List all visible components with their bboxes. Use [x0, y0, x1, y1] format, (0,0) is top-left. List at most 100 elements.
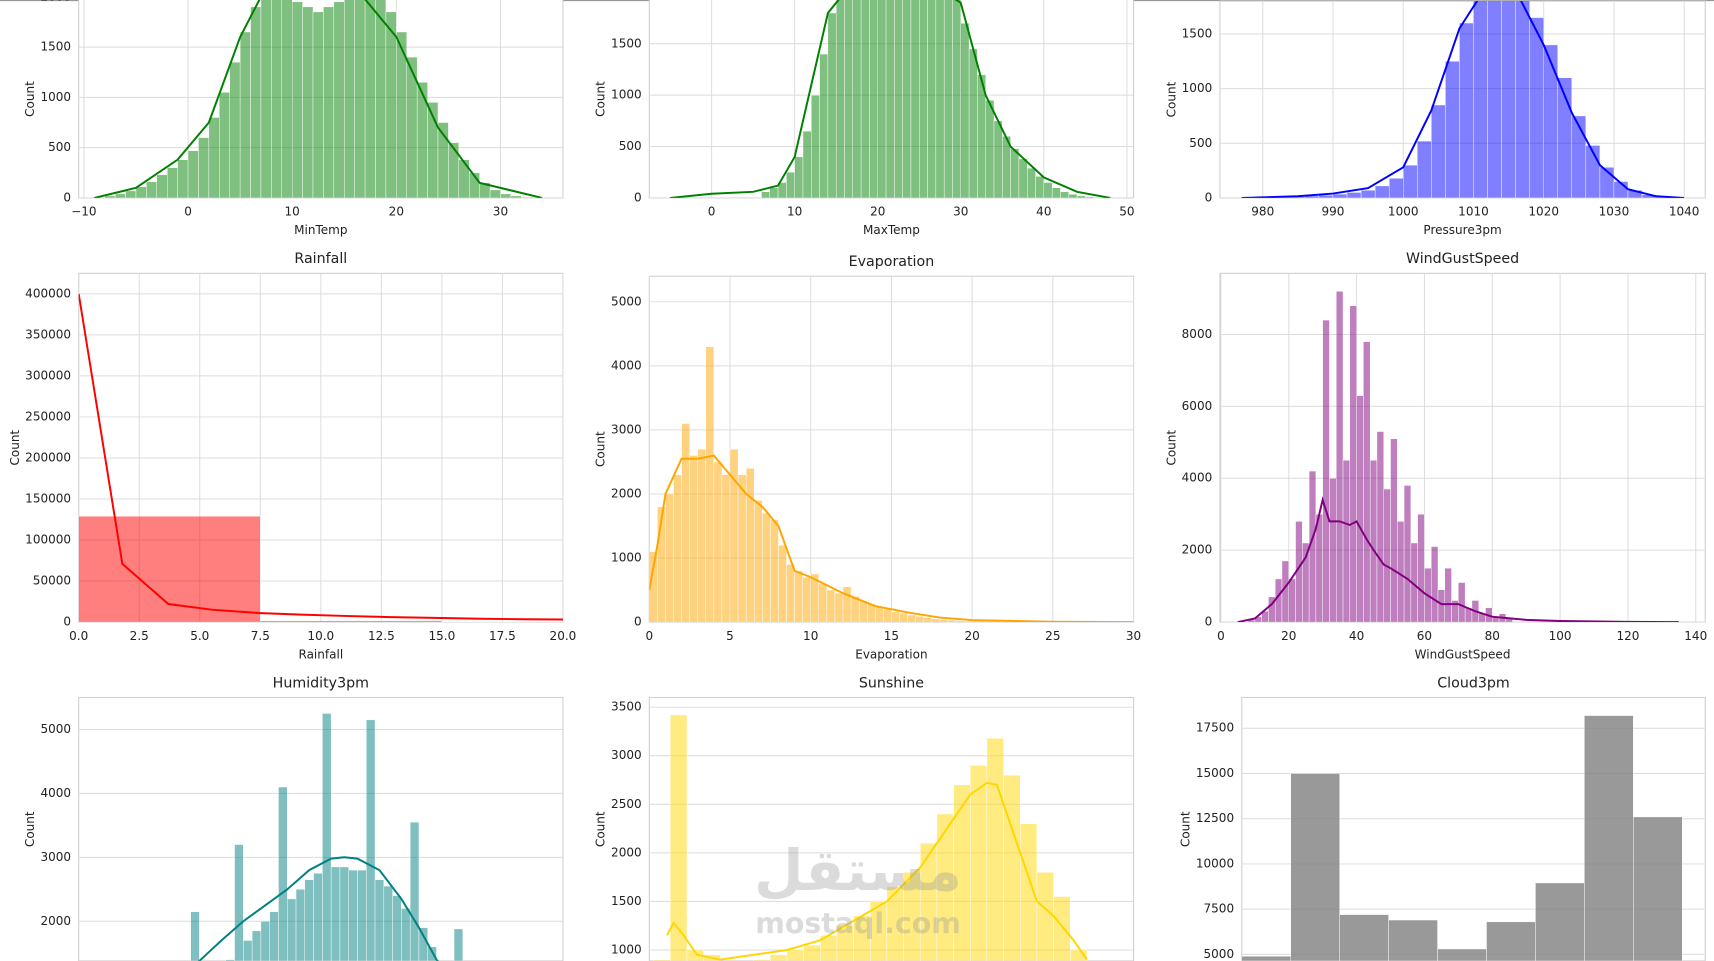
x-tick-label: 20.0	[550, 629, 577, 643]
bar	[1342, 460, 1351, 623]
bar	[1388, 919, 1438, 961]
bar	[681, 423, 690, 623]
subplot: 1000 1500 2000 2500 3000 3500 Sunshine Count	[594, 675, 1135, 961]
kde-line	[197, 856, 439, 961]
bar	[1403, 485, 1412, 623]
bar	[1346, 192, 1362, 198]
subplot-title: Cloud3pm	[1437, 675, 1509, 691]
y-tick-label: 1500	[611, 36, 642, 50]
bar	[1543, 44, 1558, 198]
y-tick-label: 2000	[40, 0, 71, 3]
bar	[409, 821, 420, 961]
x-tick-label: 990	[1322, 205, 1345, 219]
bar	[1360, 190, 1376, 198]
bar	[418, 927, 428, 961]
bar	[858, 600, 868, 623]
bar	[135, 186, 147, 198]
bar	[322, 713, 332, 961]
kde-line	[649, 454, 1134, 623]
bar	[1390, 438, 1398, 623]
bar	[239, 31, 251, 198]
bar	[1356, 395, 1364, 623]
bar	[260, 0, 272, 198]
bar	[939, 619, 949, 623]
y-tick-label: 8000	[1182, 327, 1213, 341]
x-axis-label: MinTemp	[294, 223, 347, 237]
bar	[1430, 546, 1439, 623]
subplot-title: Sunshine	[859, 675, 924, 691]
bar	[1018, 158, 1028, 198]
bar	[278, 786, 288, 961]
y-axis-label: Count	[1164, 430, 1178, 466]
x-tick-label: 12.5	[368, 629, 395, 643]
y-tick-label: 7500	[1204, 902, 1235, 916]
bar	[931, 618, 941, 623]
bar	[260, 620, 443, 623]
y-tick-label: 0	[634, 615, 642, 629]
bar	[910, 0, 920, 198]
y-tick-label: 15000	[1196, 766, 1234, 780]
bar	[208, 117, 220, 198]
bar	[453, 928, 464, 961]
bar	[1383, 488, 1391, 623]
x-tick-label: 0	[645, 629, 653, 643]
bar	[366, 719, 376, 961]
bar	[834, 593, 844, 623]
bar	[190, 911, 200, 961]
y-tick-label: 5000	[611, 294, 642, 308]
bar	[1473, 1, 1488, 198]
bar	[943, 0, 953, 198]
y-tick-label: 0	[63, 615, 71, 629]
plot-content	[1241, 715, 1683, 961]
bar	[260, 921, 270, 961]
y-tick-label: 12500	[1196, 811, 1234, 825]
y-tick-label: 1000	[611, 551, 642, 565]
bar	[219, 92, 230, 198]
bar	[1459, 22, 1474, 198]
kde-line	[666, 781, 1088, 961]
bar	[786, 949, 804, 961]
bar	[1376, 431, 1384, 623]
bar	[899, 612, 908, 623]
y-tick-label: 1500	[40, 40, 71, 54]
x-tick-label: 50	[1119, 205, 1134, 219]
bar	[673, 474, 682, 623]
bar	[1329, 478, 1337, 623]
bar	[923, 617, 933, 623]
kde-line	[1237, 496, 1679, 623]
bar	[1458, 582, 1466, 623]
bar	[947, 619, 957, 623]
bar	[1288, 578, 1296, 623]
x-tick-label: 40	[1036, 205, 1051, 219]
bar	[1431, 104, 1446, 198]
bar	[243, 940, 253, 961]
y-tick-label: 17500	[1196, 721, 1234, 735]
bar	[762, 512, 771, 623]
bar	[1322, 319, 1330, 623]
bar	[1060, 191, 1069, 198]
bar	[344, 0, 355, 198]
x-tick-label: 2.5	[130, 629, 149, 643]
bar	[1417, 513, 1425, 623]
x-tick-label: 30	[953, 205, 968, 219]
x-axis-label: Evaporation	[855, 647, 927, 661]
plot-content	[669, 0, 1111, 198]
bar	[146, 181, 158, 198]
bar	[769, 187, 779, 198]
y-tick-label: 1000	[611, 942, 642, 956]
kde-line	[78, 293, 563, 621]
y-tick-label: 3000	[40, 850, 71, 864]
subplot: 5000 7500 10000 12500 15000 17500 Cloud3pm Coun…	[1179, 675, 1706, 961]
bar	[198, 137, 210, 198]
bar	[114, 193, 126, 198]
watermark-url: mostaql.com	[755, 907, 961, 940]
bar	[985, 100, 995, 198]
bar	[510, 195, 522, 198]
bar	[1388, 178, 1404, 198]
bar	[869, 0, 878, 198]
bar	[1053, 896, 1071, 961]
bar	[1437, 948, 1487, 961]
bar	[697, 448, 707, 623]
y-tick-label: 5000	[40, 722, 71, 736]
